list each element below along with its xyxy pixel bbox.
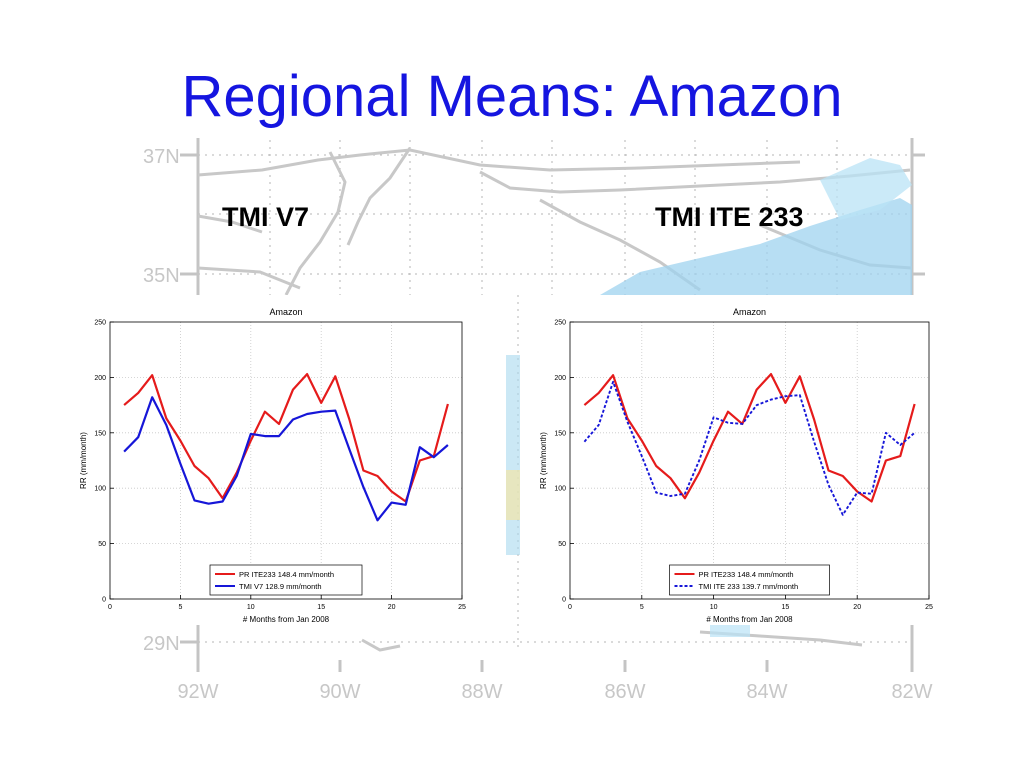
x-tick-label: 5 [640, 604, 644, 611]
y-tick-label: 100 [94, 486, 106, 493]
y-tick-label: 250 [94, 320, 106, 327]
slide-title: Regional Means: Amazon [181, 64, 843, 129]
legend-label: PR ITE233 148.4 mm/month [699, 570, 794, 579]
chart-title: Amazon [733, 307, 766, 317]
lon-label: 88W [461, 681, 502, 703]
x-tick-label: 10 [710, 604, 718, 611]
y-tick-label: 200 [554, 375, 566, 382]
panel-title-right: TMI ITE 233 [655, 202, 804, 232]
series-line-2 [123, 396, 449, 522]
map-precip-patches [503, 158, 912, 637]
y-tick-label: 150 [554, 430, 566, 437]
y-tick-label: 150 [94, 430, 106, 437]
map-grid [198, 140, 912, 650]
lon-label: 90W [319, 681, 360, 703]
lon-label: 82W [891, 681, 932, 703]
lat-label: 35N [143, 265, 180, 287]
x-tick-label: 15 [317, 604, 325, 611]
legend-box [669, 564, 830, 596]
y-tick-label: 200 [94, 375, 106, 382]
map-axis-labels: 37N 35N 29N 92W 90W 88W 86W 84W 82W [143, 146, 933, 703]
legend-label: PR ITE233 148.4 mm/month [239, 570, 334, 579]
y-tick-label: 50 [558, 541, 566, 548]
x-tick-label: 10 [247, 604, 255, 611]
series-line-1 [123, 372, 449, 503]
plot-frame [569, 321, 930, 600]
y-tick-label: 250 [554, 320, 566, 327]
y-tick-label: 0 [562, 597, 566, 604]
x-tick-label: 20 [853, 604, 861, 611]
x-tick-label: 15 [782, 604, 790, 611]
x-tick-label: 0 [568, 604, 572, 611]
lon-label: 92W [177, 681, 218, 703]
chart-title: Amazon [269, 307, 302, 317]
lat-label: 37N [143, 146, 180, 168]
y-axis-label: RR (mm/month) [79, 432, 88, 489]
legend-label: TMI V7 128.9 mm/month [239, 582, 322, 591]
plot-frame [109, 321, 463, 600]
x-tick-label: 25 [925, 604, 933, 611]
y-axis-label: RR (mm/month) [539, 432, 548, 489]
chart-right: 0 5 10 15 20 25 0 50 100 150 200 250 Amazon # Months … [520, 295, 950, 625]
chart-left: 0 5 10 15 20 25 0 50 100 150 200 250 Amazon # Months … [58, 295, 506, 625]
x-tick-label: 0 [108, 604, 112, 611]
panel-title-left: TMI V7 [222, 202, 310, 232]
lon-label: 86W [604, 681, 645, 703]
x-axis-label: # Months from Jan 2008 [243, 615, 330, 624]
y-tick-label: 0 [102, 597, 106, 604]
x-tick-label: 20 [388, 604, 396, 611]
x-tick-label: 5 [178, 604, 182, 611]
x-tick-label: 25 [458, 604, 466, 611]
series-line-2 [583, 380, 916, 516]
lat-label: 29N [143, 633, 180, 655]
lon-label: 84W [746, 681, 787, 703]
y-tick-label: 100 [554, 486, 566, 493]
legend-label: TMI ITE 233 139.7 mm/month [699, 582, 799, 591]
y-tick-label: 50 [98, 541, 106, 548]
x-axis-label: # Months from Jan 2008 [706, 615, 793, 624]
legend-box [209, 564, 363, 596]
